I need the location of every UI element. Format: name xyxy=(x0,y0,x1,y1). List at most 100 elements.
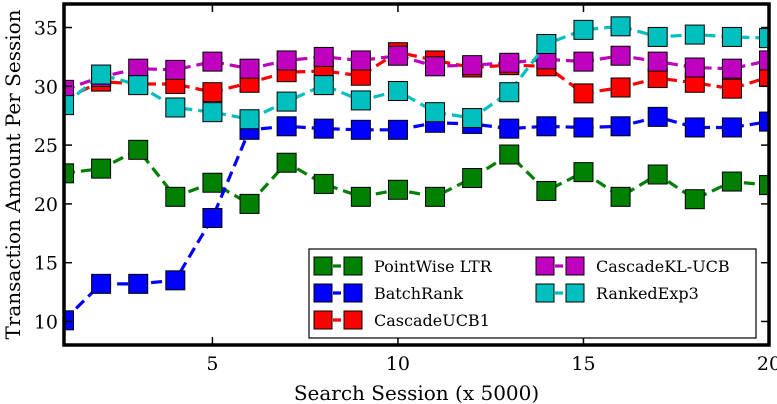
data-point-pointwise-ltr xyxy=(425,186,446,207)
data-point-batchrank xyxy=(536,116,557,137)
legend-marker xyxy=(343,256,363,276)
data-point-batchrank xyxy=(759,111,769,132)
data-point-cascadeucb1 xyxy=(202,82,223,103)
data-point-cascadekl-ucb xyxy=(239,58,260,79)
data-point-rankedexp3 xyxy=(128,75,149,96)
data-point-cascadekl-ucb xyxy=(499,52,520,73)
data-point-pointwise-ltr xyxy=(684,189,705,210)
data-point-rankedexp3 xyxy=(425,102,446,123)
data-point-rankedexp3 xyxy=(165,97,186,118)
data-point-cascadekl-ucb xyxy=(313,46,334,67)
data-point-cascadekl-ucb xyxy=(684,57,705,78)
data-point-batchrank xyxy=(64,310,74,331)
data-point-batchrank xyxy=(684,117,705,138)
data-point-pointwise-ltr xyxy=(721,171,742,192)
data-point-rankedexp3 xyxy=(313,75,334,96)
legend-marker xyxy=(535,283,555,303)
data-point-pointwise-ltr xyxy=(462,168,483,189)
data-point-pointwise-ltr xyxy=(499,144,520,165)
data-point-batchrank xyxy=(573,117,594,138)
data-point-pointwise-ltr xyxy=(573,162,594,183)
data-point-batchrank xyxy=(128,273,149,294)
data-point-cascadekl-ucb xyxy=(202,51,223,72)
data-point-pointwise-ltr xyxy=(350,186,371,207)
series-cascadekl-ucb xyxy=(64,45,769,100)
legend-marker xyxy=(565,283,585,303)
data-point-rankedexp3 xyxy=(462,108,483,129)
data-point-rankedexp3 xyxy=(573,19,594,40)
data-point-pointwise-ltr xyxy=(610,186,631,207)
legend-label: RankedExp3 xyxy=(596,284,699,303)
legend-item-cascadekl-ucb: CascadeKL-UCB xyxy=(535,256,730,276)
x-tick-label: 5 xyxy=(206,353,218,375)
data-point-pointwise-ltr xyxy=(276,152,297,173)
data-point-cascadeucb1 xyxy=(721,78,742,99)
data-point-rankedexp3 xyxy=(647,26,668,47)
x-tick-label: 20 xyxy=(757,353,777,375)
data-point-rankedexp3 xyxy=(499,82,520,103)
legend-marker xyxy=(565,256,585,276)
plot-border xyxy=(62,2,771,347)
data-point-cascadekl-ucb xyxy=(425,56,446,77)
legend-item-cascadeucb1: CascadeUCB1 xyxy=(313,310,490,330)
data-point-rankedexp3 xyxy=(64,95,74,116)
data-point-cascadeucb1 xyxy=(759,66,769,87)
data-point-cascadekl-ucb xyxy=(387,45,408,66)
data-point-rankedexp3 xyxy=(239,109,260,130)
data-point-cascadekl-ucb xyxy=(165,59,186,80)
data-point-batchrank xyxy=(499,118,520,139)
legend-label: BatchRank xyxy=(374,284,463,303)
legend-marker xyxy=(313,256,333,276)
data-point-pointwise-ltr xyxy=(647,164,668,185)
data-point-rankedexp3 xyxy=(536,33,557,54)
legend-item-pointwise-ltr: PointWise LTR xyxy=(313,256,493,276)
data-point-rankedexp3 xyxy=(759,28,769,49)
data-point-cascadekl-ucb xyxy=(462,55,483,76)
data-point-cascadekl-ucb xyxy=(64,79,74,100)
data-point-rankedexp3 xyxy=(350,90,371,111)
data-point-rankedexp3 xyxy=(91,64,112,85)
legend-label: PointWise LTR xyxy=(374,257,493,276)
y-axis-label: Transaction Amount Per Session xyxy=(1,9,25,339)
y-tick-label: 20 xyxy=(34,194,58,216)
data-point-rankedexp3 xyxy=(387,81,408,102)
axis-ticks: 5 10 15 20 10 15 20 25 30 35 xyxy=(34,4,777,375)
data-point-batchrank xyxy=(647,106,668,127)
data-point-cascadekl-ucb xyxy=(573,51,594,72)
data-point-pointwise-ltr xyxy=(202,172,223,193)
data-point-batchrank xyxy=(276,116,297,137)
x-tick-label: 15 xyxy=(571,353,595,375)
legend-item-batchrank: BatchRank xyxy=(313,283,463,303)
data-point-pointwise-ltr xyxy=(536,180,557,201)
series-layer xyxy=(64,16,769,331)
y-tick-label: 15 xyxy=(34,253,58,275)
legend-label: CascadeKL-UCB xyxy=(596,257,730,276)
legend-marker xyxy=(535,256,555,276)
data-point-rankedexp3 xyxy=(684,24,705,45)
legend-box xyxy=(308,248,757,339)
data-point-pointwise-ltr xyxy=(64,163,74,184)
legend-marker xyxy=(313,310,333,330)
data-point-pointwise-ltr xyxy=(387,179,408,200)
y-tick-label: 30 xyxy=(34,76,58,98)
data-point-cascadekl-ucb xyxy=(647,51,668,72)
series-batchrank xyxy=(64,106,769,331)
data-point-batchrank xyxy=(610,116,631,137)
legend-marker xyxy=(313,283,333,303)
y-tick-label: 10 xyxy=(34,311,58,333)
plot-frame xyxy=(62,2,771,347)
data-point-pointwise-ltr xyxy=(165,186,186,207)
data-point-batchrank xyxy=(313,118,334,139)
data-point-cascadekl-ucb xyxy=(276,50,297,71)
data-point-batchrank xyxy=(387,119,408,140)
data-point-rankedexp3 xyxy=(276,91,297,112)
data-point-batchrank xyxy=(91,273,112,294)
data-point-pointwise-ltr xyxy=(313,173,334,194)
y-tick-label: 35 xyxy=(34,18,58,40)
data-point-batchrank xyxy=(350,119,371,140)
data-point-cascadeucb1 xyxy=(573,83,594,104)
legend-item-rankedexp3: RankedExp3 xyxy=(535,283,699,303)
data-point-batchrank xyxy=(202,208,223,229)
data-point-batchrank xyxy=(165,270,186,291)
